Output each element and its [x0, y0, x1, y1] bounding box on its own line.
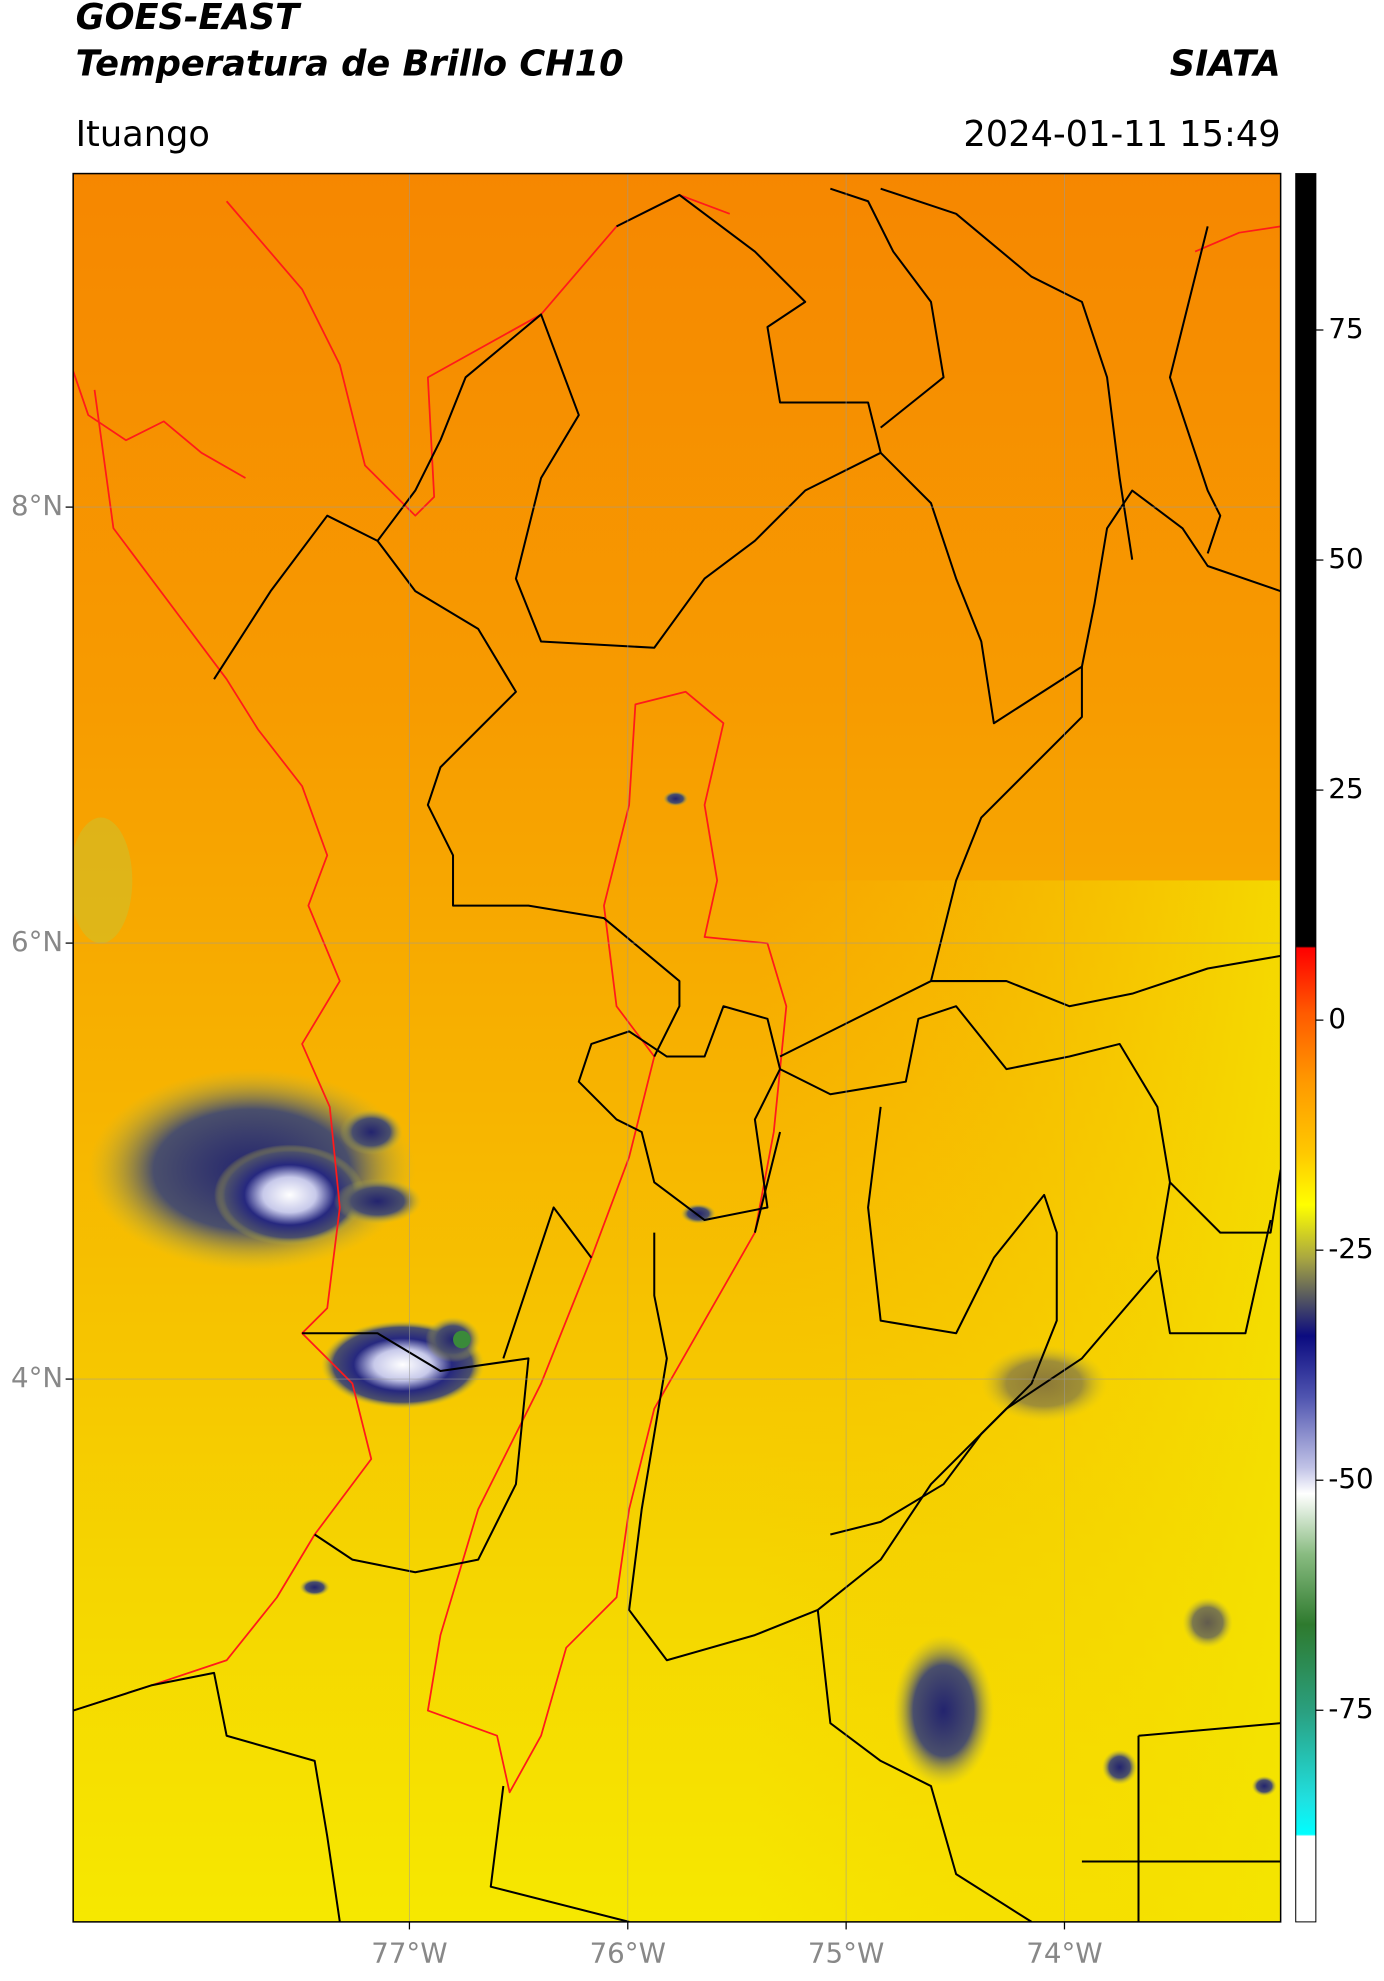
subtitle: Temperatura de Brillo CH10: [76, 43, 624, 84]
title: GOES-EAST: [76, 0, 302, 38]
colorbar-ticks: 75 50 25 0 -25 -50 -75: [1315, 312, 1374, 1725]
datetime: 2024-01-11 15:49: [963, 114, 1280, 155]
y-tick-label: 6°N: [11, 925, 63, 958]
x-tick-label: 77°W: [371, 1937, 447, 1970]
x-tick-label: 75°W: [808, 1937, 884, 1970]
y-tick-label: 8°N: [11, 489, 63, 522]
graticule: 77°W 76°W 75°W 74°W 8°N 6°N 4°N: [11, 173, 1281, 1970]
x-tick-label: 74°W: [1026, 1937, 1102, 1970]
colorbar-tick-label: 50: [1328, 542, 1363, 575]
colorbar-tick-label: 0: [1328, 1002, 1346, 1035]
x-tick-label: 76°W: [590, 1937, 666, 1970]
map-image: [73, 173, 1281, 1922]
colorbar-tick-label: -50: [1328, 1462, 1373, 1495]
colorbar: [1295, 173, 1317, 1923]
colorbar-tick-label: -25: [1328, 1232, 1373, 1265]
map-frame: [72, 172, 1282, 1923]
colorbar-tick-label: -75: [1328, 1692, 1373, 1725]
source: SIATA: [1170, 43, 1281, 84]
colorbar-tick-label: 75: [1328, 312, 1363, 345]
y-tick-label: 4°N: [11, 1361, 63, 1394]
colorbar-tick-label: 25: [1328, 772, 1363, 805]
location: Ituango: [76, 114, 210, 155]
